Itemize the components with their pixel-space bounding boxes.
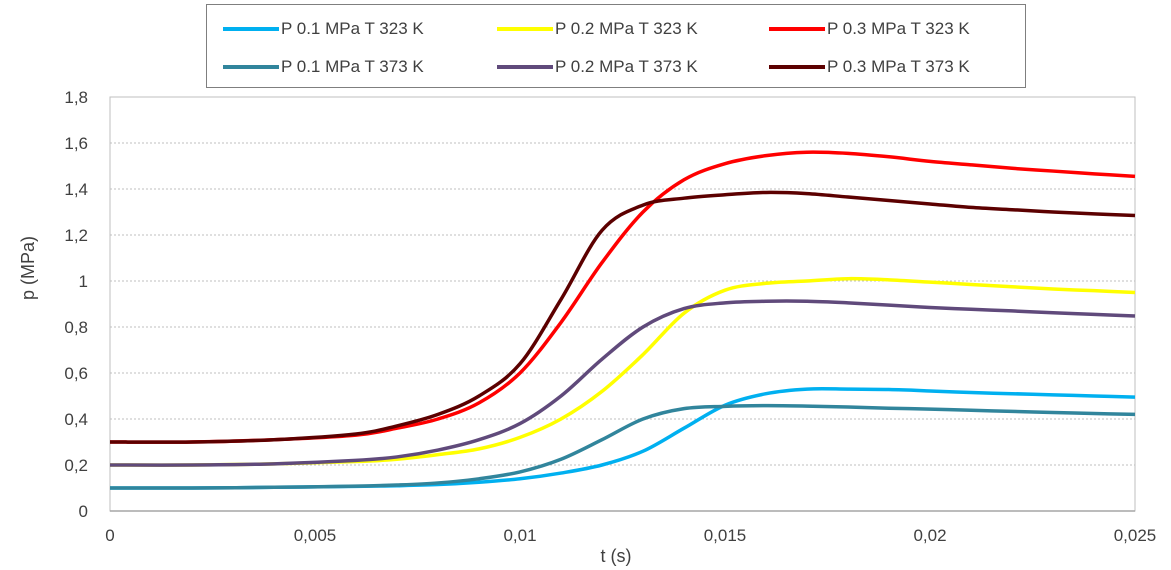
plot-area-border — [109, 96, 1136, 512]
legend-swatch — [223, 65, 279, 69]
y-tick-label: 0 — [79, 502, 88, 521]
x-tick-label: 0,015 — [704, 526, 747, 545]
legend-entry: P 0.3 MPa T 373 K — [769, 54, 970, 80]
x-axis-title: t (s) — [601, 546, 632, 566]
legend-swatch — [769, 27, 825, 31]
y-tick-label: 0,6 — [64, 364, 88, 383]
y-tick-label: 1,8 — [64, 88, 88, 107]
legend-label: P 0.1 MPa T 323 K — [281, 19, 424, 38]
x-tick-label: 0,005 — [294, 526, 337, 545]
legend-label: P 0.3 MPa T 373 K — [827, 57, 970, 76]
y-axis-title: p (MPa) — [18, 236, 38, 300]
y-tick-label: 0,8 — [64, 318, 88, 337]
plot-frame — [109, 96, 1136, 512]
legend-swatch — [497, 27, 553, 31]
x-tick-label: 0,02 — [913, 526, 946, 545]
series-lines — [109, 150, 1136, 490]
y-tick-label: 1,4 — [64, 180, 88, 199]
legend-label: P 0.1 MPa T 373 K — [281, 57, 424, 76]
legend-entry: P 0.2 MPa T 373 K — [497, 54, 698, 80]
y-tick-label: 1 — [79, 272, 88, 291]
series-line-6 — [109, 190, 1136, 444]
legend-entry: P 0.2 MPa T 323 K — [497, 16, 698, 42]
legend-swatch — [223, 27, 279, 31]
legend: P 0.1 MPa T 323 K P 0.2 MPa T 323 K P 0.3 … — [206, 4, 1026, 88]
legend-swatch — [769, 65, 825, 69]
x-tick-label: 0 — [105, 526, 114, 545]
series-line-3 — [109, 150, 1136, 444]
y-axis-tick-labels: 0 0,2 0,4 0,6 0,8 1 1,2 1,4 1,6 1,8 — [64, 88, 88, 521]
x-tick-label: 0,025 — [1114, 526, 1157, 545]
legend-label: P 0.3 MPa T 323 K — [827, 19, 970, 38]
x-axis-tick-labels: 0 0,005 0,01 0,015 0,02 0,025 — [105, 526, 1156, 545]
legend-swatch — [497, 65, 553, 69]
series-line-2 — [109, 276, 1136, 467]
legend-entry: P 0.3 MPa T 323 K — [769, 16, 970, 42]
y-tick-label: 1,2 — [64, 226, 88, 245]
x-tick-label: 0,01 — [503, 526, 536, 545]
legend-entry: P 0.1 MPa T 323 K — [223, 16, 424, 42]
y-tick-label: 1,6 — [64, 134, 88, 153]
series-line-5 — [109, 299, 1136, 467]
legend-label: P 0.2 MPa T 373 K — [555, 57, 698, 76]
y-tick-label: 0,4 — [64, 410, 88, 429]
y-tick-label: 0,2 — [64, 456, 88, 475]
series-line-4 — [109, 403, 1136, 490]
legend-entry: P 0.1 MPa T 373 K — [223, 54, 424, 80]
legend-label: P 0.2 MPa T 323 K — [555, 19, 698, 38]
